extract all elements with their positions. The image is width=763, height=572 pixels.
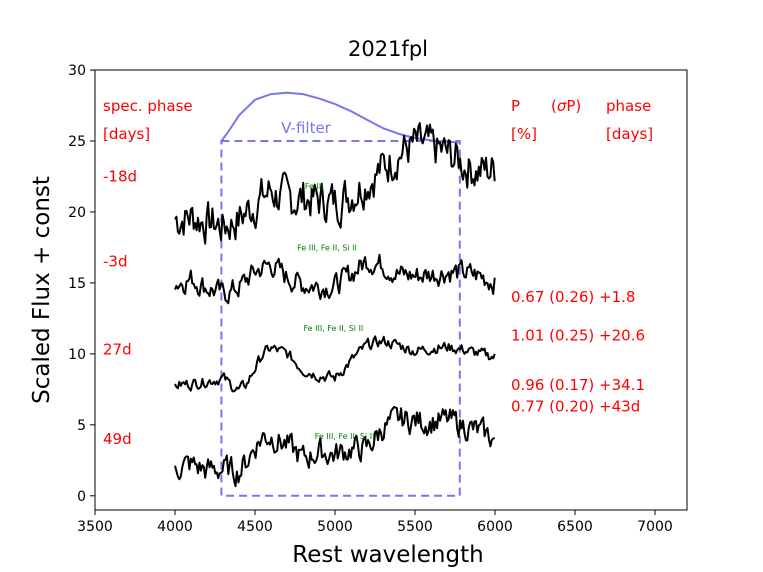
x-tick-label: 5500 [397, 519, 433, 535]
phase-header: phase [606, 97, 651, 115]
line-id-label: Fe III, Fe II, Si II [315, 432, 375, 441]
v-filter-label: V-filter [281, 119, 332, 137]
y-tick-label: 0 [77, 489, 86, 505]
sigma-p-close: P) [566, 97, 581, 115]
y-tick-label: 25 [68, 134, 86, 150]
polarization-header: P [511, 97, 520, 115]
y-tick-label: 30 [68, 63, 86, 79]
spectrum-line-49d [174, 406, 496, 488]
line-id-label: Fe III, Fe II, Si II [304, 324, 364, 333]
chart-title: 2021fpl [348, 37, 428, 61]
spectrum-line--18d [174, 122, 496, 245]
y-tick-label: 10 [68, 347, 86, 363]
sigma-p-open: ( [551, 97, 557, 115]
polarization-value-label: 0.96 (0.17) +34.1 [511, 376, 645, 394]
polarization-value-label: 0.77 (0.20) +43d [511, 397, 640, 415]
polarization-unit: [%] [511, 125, 537, 143]
polarization-value-label: 0.67 (0.26) +1.8 [511, 288, 635, 306]
line-id-label: Fe III [305, 182, 324, 191]
spec-phase-label: -3d [103, 253, 127, 271]
x-tick-label: 4000 [157, 519, 193, 535]
x-tick-label: 7000 [637, 519, 673, 535]
x-tick-label: 6500 [557, 519, 593, 535]
spec-phase-label: 49d [103, 430, 132, 448]
spec-phase-unit: [days] [103, 125, 150, 143]
sigma-symbol: σ [557, 97, 567, 115]
phase-unit: [days] [606, 125, 653, 143]
x-tick-label: 3500 [77, 519, 113, 535]
spec-phase-header: spec. phase [103, 97, 193, 115]
spectrum-line--3d [174, 253, 496, 305]
x-tick-label: 6000 [477, 519, 513, 535]
y-tick-label: 5 [77, 418, 86, 434]
axes-frame [94, 69, 688, 511]
sigma-p-header: (σP) [551, 97, 581, 115]
y-axis-ticks: 0 5 10 15 20 25 30 [68, 63, 95, 505]
y-tick-label: 15 [68, 276, 86, 292]
line-id-label: Fe III, Fe II, Si II [297, 243, 357, 252]
plot-area: V-filter Fe III Fe III, Fe II, Si II Fe III… [174, 91, 496, 497]
spec-phase-label: -18d [103, 167, 137, 185]
x-axis-ticks: 3500 4000 4500 5000 5500 6000 6500 7000 [77, 510, 673, 535]
v-filter-box [220, 139, 461, 497]
spectrum-line-27d [174, 335, 496, 393]
x-tick-label: 5000 [317, 519, 353, 535]
x-tick-label: 4500 [237, 519, 273, 535]
annotations: spec. phase [days] P [%] phase [days] (σP) -18d… [103, 97, 653, 448]
y-tick-label: 20 [68, 205, 86, 221]
polarization-value-label: 1.01 (0.25) +20.6 [511, 326, 645, 344]
y-axis-label: Scaled Flux + const [29, 176, 55, 404]
x-axis-label: Rest wavelength [292, 542, 483, 568]
spec-phase-label: 27d [103, 341, 132, 359]
